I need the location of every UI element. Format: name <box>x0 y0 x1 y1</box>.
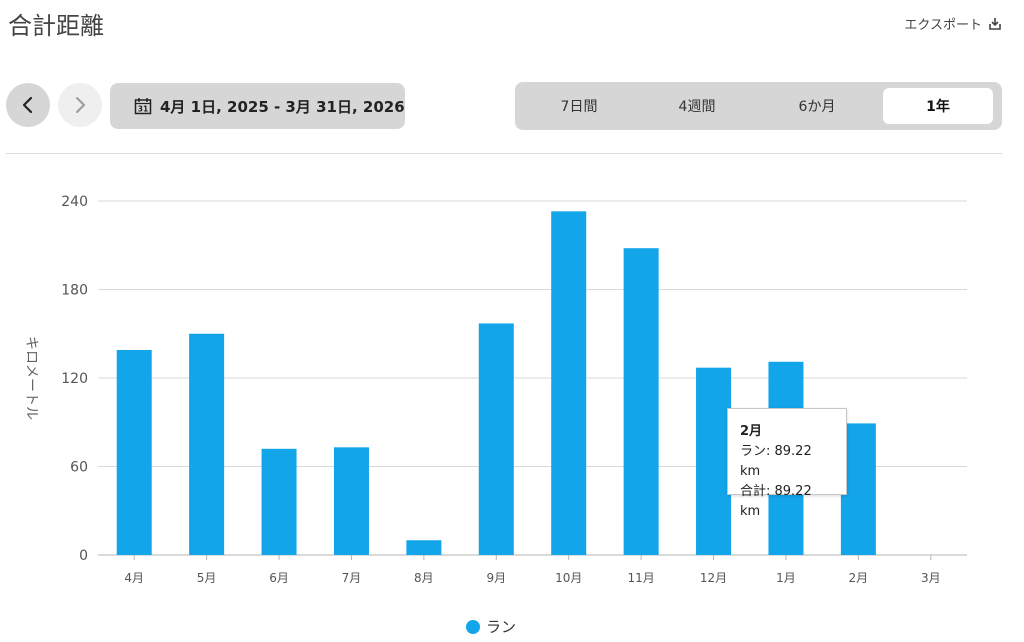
x-tick-label: 12月 <box>700 571 727 585</box>
bar <box>551 211 587 555</box>
distance-bar-chart: 0 60 120 180 240 キロメートル 4月 5月 6月 7月 8月 9月 10月 11月 12月 1… <box>23 194 967 585</box>
export-button[interactable]: エクスポート <box>904 14 1002 33</box>
calendar-day: 31 <box>138 105 148 114</box>
page-title: 合計距離 <box>8 12 104 40</box>
tab-1-year[interactable]: 1年 <box>883 88 993 124</box>
tooltip-total-value: 合計: 89.22 km <box>740 484 812 519</box>
calendar-icon: 31 <box>134 98 152 115</box>
x-tick-label: 3月 <box>921 571 941 585</box>
x-tick-label: 7月 <box>342 571 362 585</box>
export-label: エクスポート <box>904 18 982 33</box>
date-range-label: 4月 1日, 2025 - 3月 31日, 2026 <box>160 97 405 116</box>
y-tick-label: 240 <box>61 194 88 210</box>
bar <box>478 323 514 555</box>
y-tick-label: 0 <box>79 548 88 564</box>
legend-swatch-run <box>466 619 480 634</box>
x-tick-label: 10月 <box>555 571 582 585</box>
x-tick-label: 1月 <box>776 571 796 585</box>
chevron-right-icon <box>76 97 85 113</box>
x-tick-label: 4月 <box>124 571 144 585</box>
x-tick-label: 2月 <box>849 571 869 585</box>
x-tick-label: 5月 <box>197 571 217 585</box>
previous-period-button[interactable] <box>6 83 50 127</box>
chart-legend[interactable]: ラン <box>466 616 516 637</box>
bar <box>333 447 369 555</box>
bar <box>116 349 152 555</box>
y-axis-label: キロメートル <box>23 336 39 420</box>
y-tick-label: 180 <box>61 283 88 299</box>
export-icon <box>989 17 1001 30</box>
tab-6-months[interactable]: 6か月 <box>798 99 836 115</box>
y-tick-label: 60 <box>70 460 88 476</box>
legend-label-run: ラン <box>486 618 517 636</box>
period-tabs: 7日間 4週間 6か月 1年 <box>515 82 1002 130</box>
bar <box>406 540 442 555</box>
tooltip-title: 2月 <box>740 424 763 439</box>
y-tick-label: 120 <box>61 371 88 387</box>
bar <box>696 367 732 555</box>
tab-4-weeks[interactable]: 4週間 <box>678 99 716 115</box>
divider <box>6 153 1002 154</box>
chart-tooltip: 2月 ラン: 89.22 km 合計: 89.22 km <box>727 408 847 519</box>
x-tick-label: 6月 <box>269 571 289 585</box>
date-range-picker[interactable]: 31 4月 1日, 2025 - 3月 31日, 2026 <box>110 83 405 129</box>
tooltip-run-value: ラン: 89.22 km <box>740 444 812 479</box>
next-period-button[interactable] <box>58 83 102 127</box>
bar <box>189 333 225 555</box>
tab-7-days[interactable]: 7日間 <box>560 99 598 115</box>
x-tick-label: 11月 <box>627 571 654 585</box>
x-tick-label: 9月 <box>486 571 506 585</box>
bar <box>261 448 297 555</box>
bar <box>623 248 659 555</box>
chevron-left-icon <box>22 96 33 114</box>
x-tick-label: 8月 <box>414 571 434 585</box>
